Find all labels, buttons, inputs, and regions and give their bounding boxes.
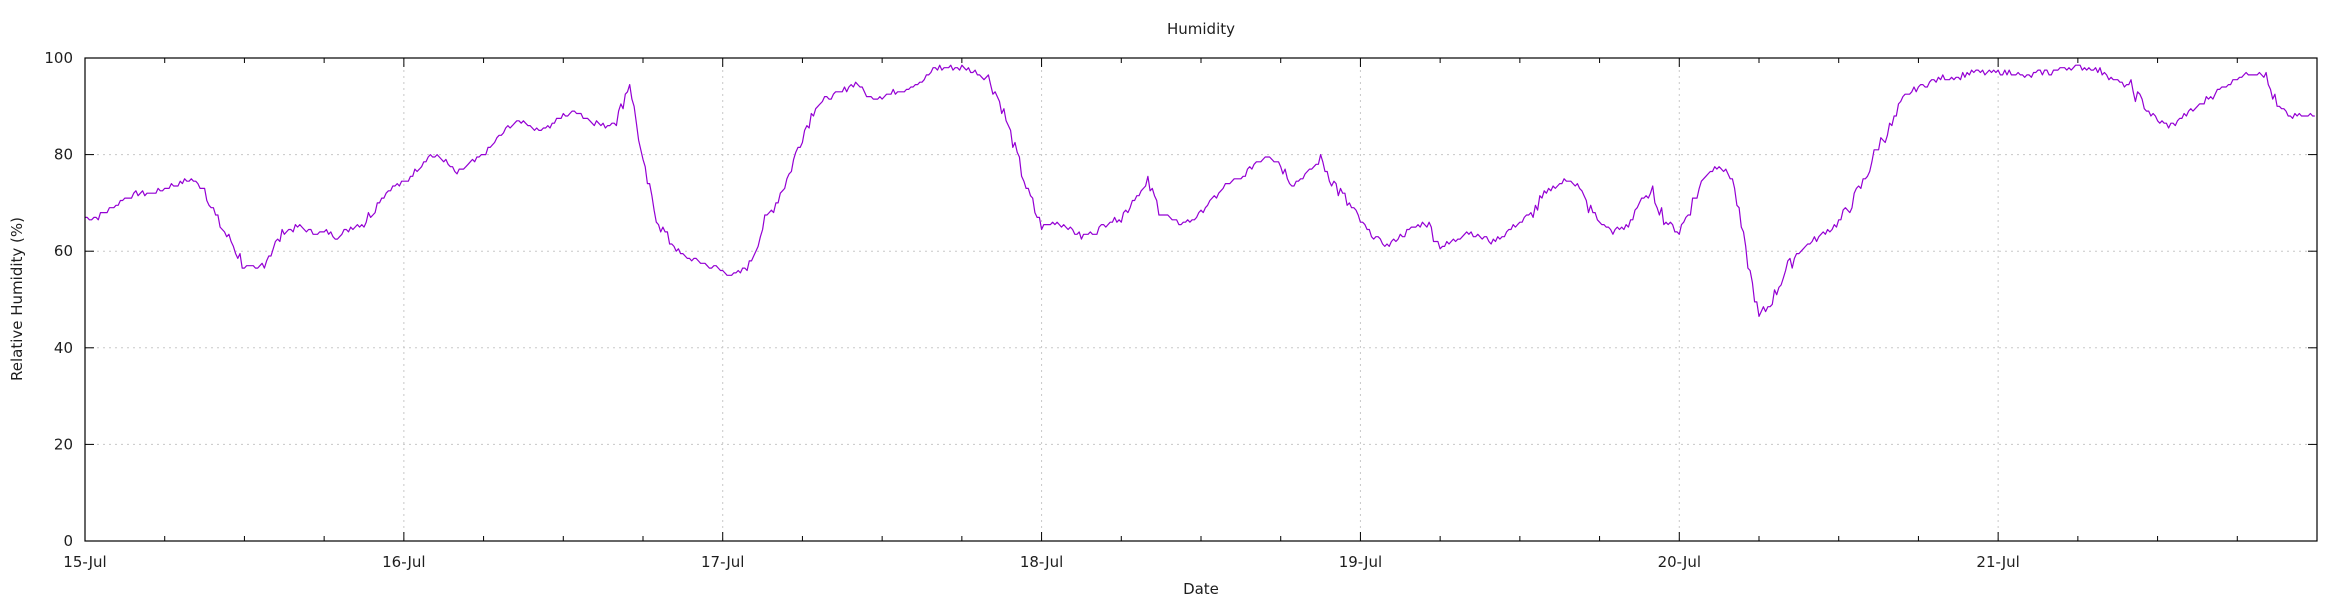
chart-title: Humidity [1167, 20, 1235, 38]
humidity-series-line [85, 64, 2315, 317]
y-axis-label: Relative Humidity (%) [8, 217, 26, 381]
y-tick-label: 40 [54, 339, 73, 357]
y-tick-label: 60 [54, 242, 73, 260]
y-tick-label: 80 [54, 146, 73, 164]
y-tick-label: 0 [63, 532, 73, 550]
x-tick-label: 15-Jul [63, 553, 106, 571]
y-tick-label: 100 [44, 49, 73, 67]
x-tick-label: 20-Jul [1658, 553, 1701, 571]
x-axis-label: Date [1183, 580, 1219, 598]
grid [85, 58, 2317, 541]
x-tick-label: 16-Jul [382, 553, 425, 571]
x-tick-label: 18-Jul [1020, 553, 1063, 571]
y-tick-labels: 0 20 40 60 80 100 [44, 49, 73, 550]
plot-frame [84, 57, 2318, 542]
x-tick-label: 17-Jul [701, 553, 744, 571]
y-tick-label: 20 [54, 435, 73, 453]
x-tick-label: 19-Jul [1339, 553, 1382, 571]
axis-ticks [84, 57, 2317, 542]
x-tick-label: 21-Jul [1976, 553, 2019, 571]
x-tick-labels: 15-Jul 16-Jul 17-Jul 18-Jul 19-Jul 20-Jul 21-J… [63, 553, 2020, 571]
